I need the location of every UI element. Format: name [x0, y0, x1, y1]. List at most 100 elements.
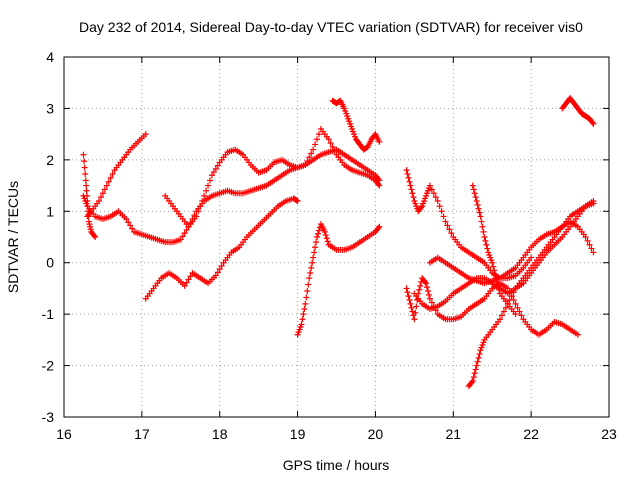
data-point — [376, 223, 383, 230]
data-point — [96, 198, 103, 204]
y-tick-label: -1 — [42, 306, 55, 322]
data-point — [84, 198, 91, 204]
data-point — [181, 230, 188, 237]
data-point — [109, 171, 116, 177]
data-point — [416, 286, 423, 293]
data-point — [408, 304, 415, 311]
data-point — [518, 312, 525, 319]
data-point — [83, 192, 90, 199]
x-tick-label: 17 — [134, 426, 150, 442]
data-point — [584, 237, 591, 244]
data-point — [201, 192, 208, 199]
y-tick-label: 3 — [46, 100, 54, 116]
data-point — [179, 233, 186, 240]
data-point — [212, 165, 219, 172]
data-point — [127, 222, 134, 229]
data-point — [303, 294, 310, 301]
data-point — [214, 162, 221, 169]
data-point — [302, 162, 309, 168]
series-track-c — [162, 126, 383, 230]
data-point — [142, 131, 149, 138]
data-point — [312, 141, 319, 148]
x-tick-label: 22 — [523, 426, 539, 442]
data-point — [181, 282, 188, 289]
x-tick-label: 18 — [212, 426, 228, 442]
data-point — [471, 190, 478, 197]
data-point — [476, 351, 483, 357]
data-point — [473, 362, 480, 369]
data-point — [80, 151, 87, 158]
data-point — [405, 293, 412, 300]
data-point — [428, 299, 435, 306]
data-point — [404, 289, 411, 296]
data-point — [314, 136, 321, 143]
series-track-f — [329, 97, 383, 153]
data-point — [83, 182, 90, 189]
data-point — [195, 208, 202, 215]
data-point — [588, 245, 595, 252]
data-point — [424, 288, 431, 294]
data-point — [436, 203, 443, 210]
series-track-d — [142, 195, 301, 302]
x-tick-label: 20 — [368, 426, 384, 442]
data-point — [314, 234, 321, 240]
data-point — [409, 190, 416, 197]
data-point — [516, 308, 523, 315]
data-point — [375, 225, 382, 231]
data-point — [324, 238, 331, 245]
data-point — [497, 316, 503, 323]
data-point — [489, 259, 496, 266]
data-point — [477, 213, 484, 220]
x-axis-label: GPS time / hours — [283, 457, 390, 473]
data-point — [97, 194, 104, 201]
data-point — [475, 205, 482, 212]
data-point — [375, 181, 382, 188]
data-point — [83, 187, 90, 194]
data-point — [129, 225, 136, 232]
data-point — [203, 187, 210, 194]
data-point — [312, 244, 319, 251]
data-point — [469, 378, 476, 384]
data-point — [498, 312, 505, 319]
data-point — [470, 186, 477, 193]
data-point — [472, 194, 479, 201]
data-point — [302, 300, 309, 307]
series-track-n — [80, 151, 99, 240]
data-point — [408, 186, 415, 193]
data-point — [589, 119, 596, 126]
data-point — [193, 213, 200, 220]
data-point — [481, 234, 488, 240]
data-point — [474, 201, 481, 208]
data-point — [125, 219, 132, 226]
data-point — [480, 228, 487, 235]
data-point — [424, 284, 431, 291]
data-point — [81, 164, 88, 171]
data-point — [512, 300, 519, 307]
data-point — [323, 235, 330, 242]
data-point — [216, 266, 223, 273]
data-point — [418, 204, 425, 211]
x-tick-label: 19 — [290, 426, 306, 442]
data-point — [442, 218, 449, 225]
data-point — [590, 249, 597, 256]
data-point — [298, 321, 305, 328]
x-tick-label: 23 — [601, 426, 617, 442]
data-point — [107, 174, 114, 181]
data-point — [403, 167, 410, 174]
data-point — [590, 198, 597, 204]
data-point — [206, 177, 213, 184]
y-tick-label: 2 — [46, 152, 54, 168]
data-point — [82, 171, 89, 177]
data-point — [586, 241, 593, 248]
data-point — [123, 216, 130, 222]
data-point — [508, 293, 515, 300]
y-tick-label: 1 — [46, 203, 54, 219]
data-point — [434, 198, 441, 204]
data-point — [214, 269, 221, 276]
series-track-e — [294, 221, 383, 338]
data-point — [438, 208, 445, 215]
data-point — [430, 190, 437, 197]
data-point — [483, 241, 490, 248]
data-point — [313, 239, 320, 246]
data-point — [103, 182, 110, 189]
